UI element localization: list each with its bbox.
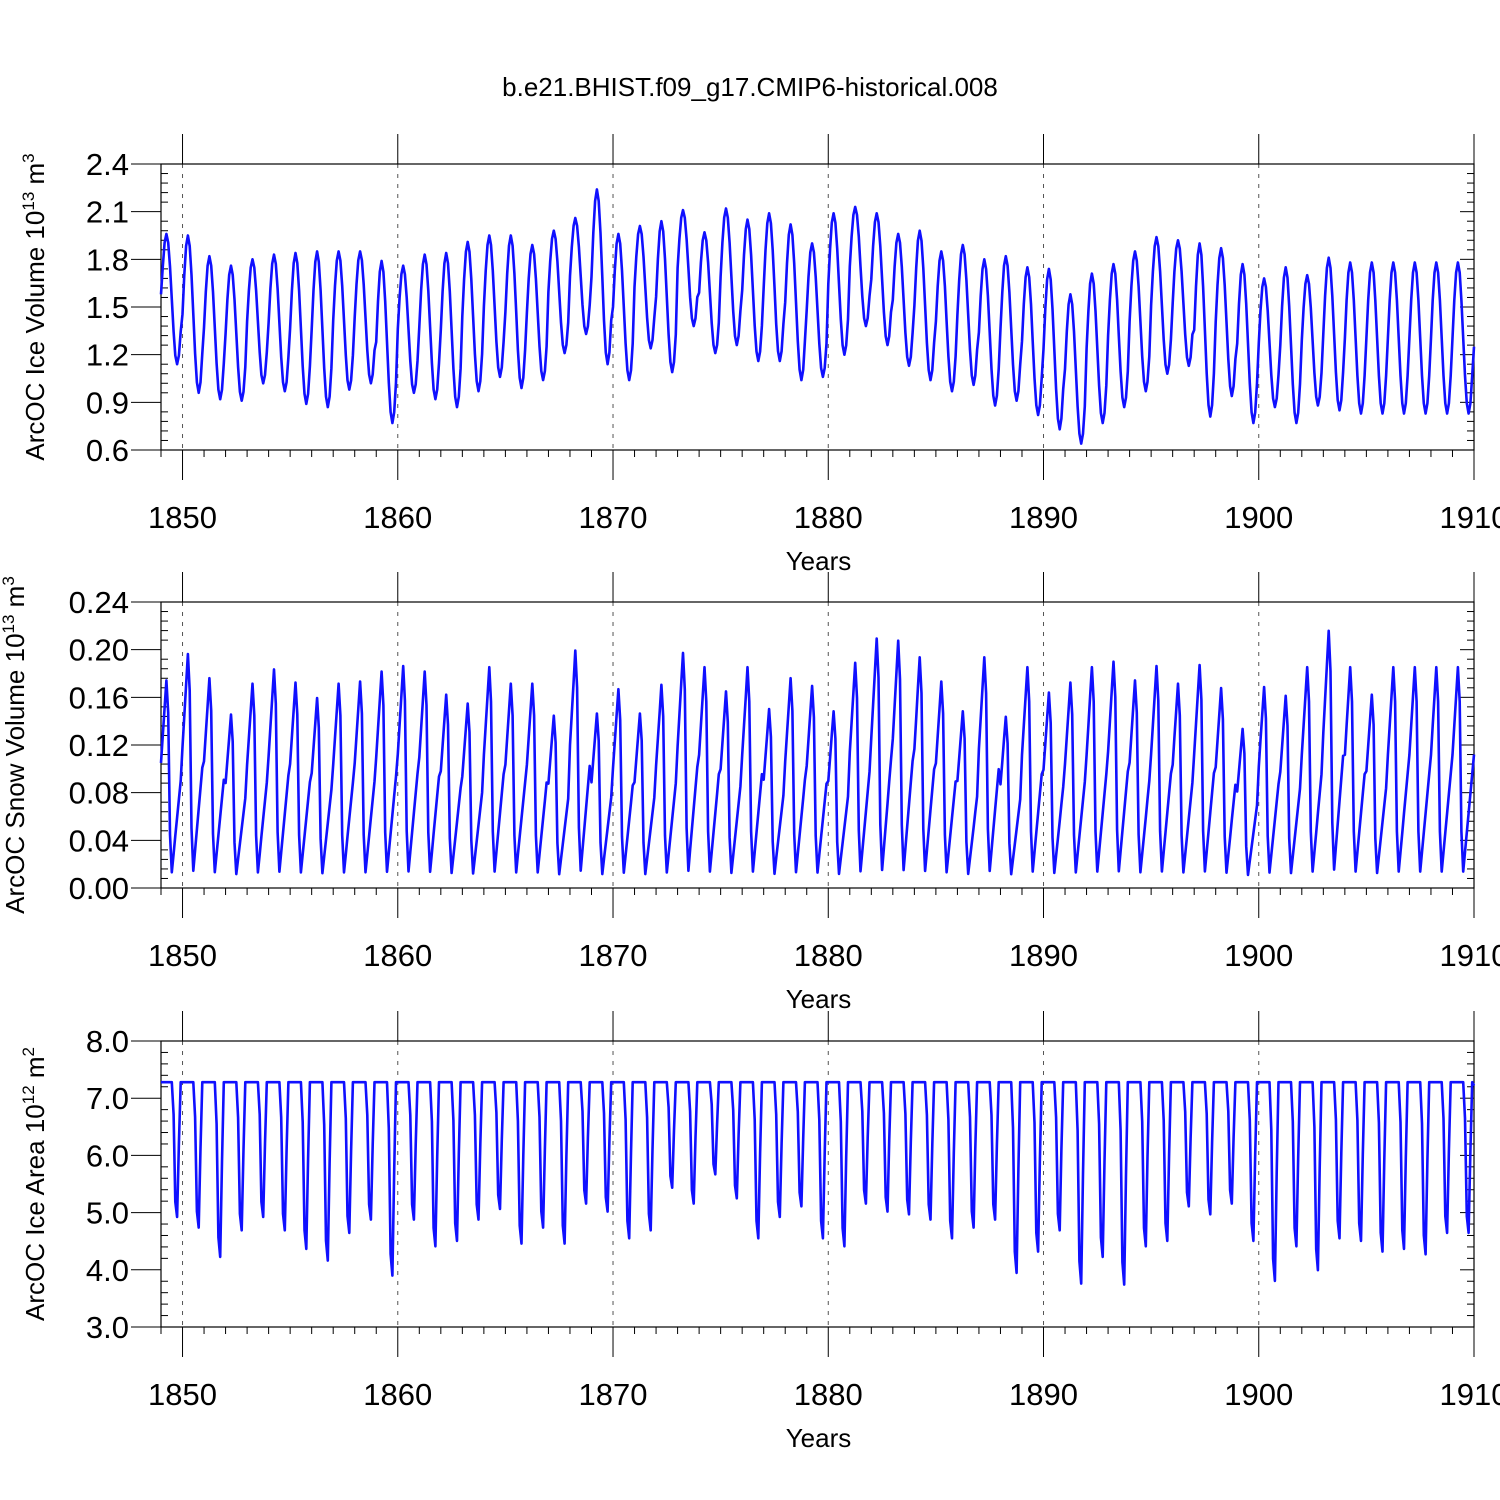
y-tick-label: 2.4 (86, 147, 129, 182)
plot-frame (160, 163, 1475, 451)
x-tick-label: 1900 (1224, 500, 1293, 535)
x-axis-label: Years (786, 984, 852, 1014)
x-tick-label: 1880 (794, 1377, 863, 1412)
x-tick-label: 1910 (1440, 938, 1500, 973)
x-tick-label: 1890 (1009, 500, 1078, 535)
y-tick-label: 0.12 (69, 728, 129, 763)
series-line (161, 1080, 1476, 1286)
x-tick-label: 1860 (363, 500, 432, 535)
x-tick-label: 1880 (794, 500, 863, 535)
x-tick-label: 1850 (148, 1377, 217, 1412)
plot-frame (160, 601, 1475, 889)
x-tick-label: 1870 (579, 1377, 648, 1412)
x-tick-label: 1910 (1440, 1377, 1500, 1412)
series-line (159, 188, 1476, 445)
x-axis-label: Years (786, 546, 852, 576)
x-axis-label: Years (786, 1423, 852, 1453)
y-tick-label: 0.16 (69, 680, 129, 715)
y-tick-label: 8.0 (86, 1024, 129, 1059)
y-tick-label: 0.04 (69, 823, 129, 858)
y-axis-label: ArcOC Ice Volume 1013 m3 (19, 153, 50, 460)
y-tick-label: 6.0 (86, 1138, 129, 1173)
chart-title: b.e21.BHIST.f09_g17.CMIP6-historical.008 (502, 72, 998, 102)
x-tick-label: 1850 (148, 500, 217, 535)
x-tick-label: 1900 (1224, 938, 1293, 973)
y-tick-label: 0.6 (86, 433, 129, 468)
y-tick-label: 0.00 (69, 871, 129, 906)
y-tick-label: 5.0 (86, 1196, 129, 1231)
ice-volume-panel: 0.6 0.9 1.2 1.5 1.8 2.1 2.4 1850 1860 1870 1880 189… (19, 134, 1500, 576)
y-tick-label: 0.20 (69, 633, 129, 668)
x-tick-label: 1910 (1440, 500, 1500, 535)
y-tick-label: 2.1 (86, 195, 129, 230)
y-tick-label: 0.9 (86, 385, 129, 420)
y-tick-label: 1.2 (86, 338, 129, 373)
y-axis-label: ArcOC Snow Volume 1013 m3 (0, 576, 30, 914)
snow-volume-panel: 0.00 0.04 0.08 0.12 0.16 0.20 0.24 1850 1860 1870… (0, 572, 1500, 1014)
series-line (159, 629, 1476, 877)
x-tick-label: 1860 (363, 1377, 432, 1412)
y-tick-label: 4.0 (86, 1253, 129, 1288)
y-axis-label: ArcOC Ice Area 1012 m2 (19, 1047, 50, 1321)
y-tick-label: 1.5 (86, 290, 129, 325)
y-tick-label: 0.08 (69, 776, 129, 811)
y-tick-label: 1.8 (86, 242, 129, 277)
x-tick-label: 1860 (363, 938, 432, 973)
y-tick-label: 0.24 (69, 585, 129, 620)
x-tick-label: 1850 (148, 938, 217, 973)
x-tick-label: 1880 (794, 938, 863, 973)
ice-area-panel: 3.0 4.0 5.0 6.0 7.0 8.0 1850 1860 1870 1880 1890 19… (19, 1011, 1500, 1453)
x-tick-label: 1870 (579, 500, 648, 535)
plot-frame (160, 1040, 1475, 1328)
y-tick-label: 7.0 (86, 1081, 129, 1116)
y-tick-label: 3.0 (86, 1310, 129, 1345)
x-tick-label: 1870 (579, 938, 648, 973)
x-tick-label: 1890 (1009, 1377, 1078, 1412)
x-tick-label: 1900 (1224, 1377, 1293, 1412)
x-tick-label: 1890 (1009, 938, 1078, 973)
